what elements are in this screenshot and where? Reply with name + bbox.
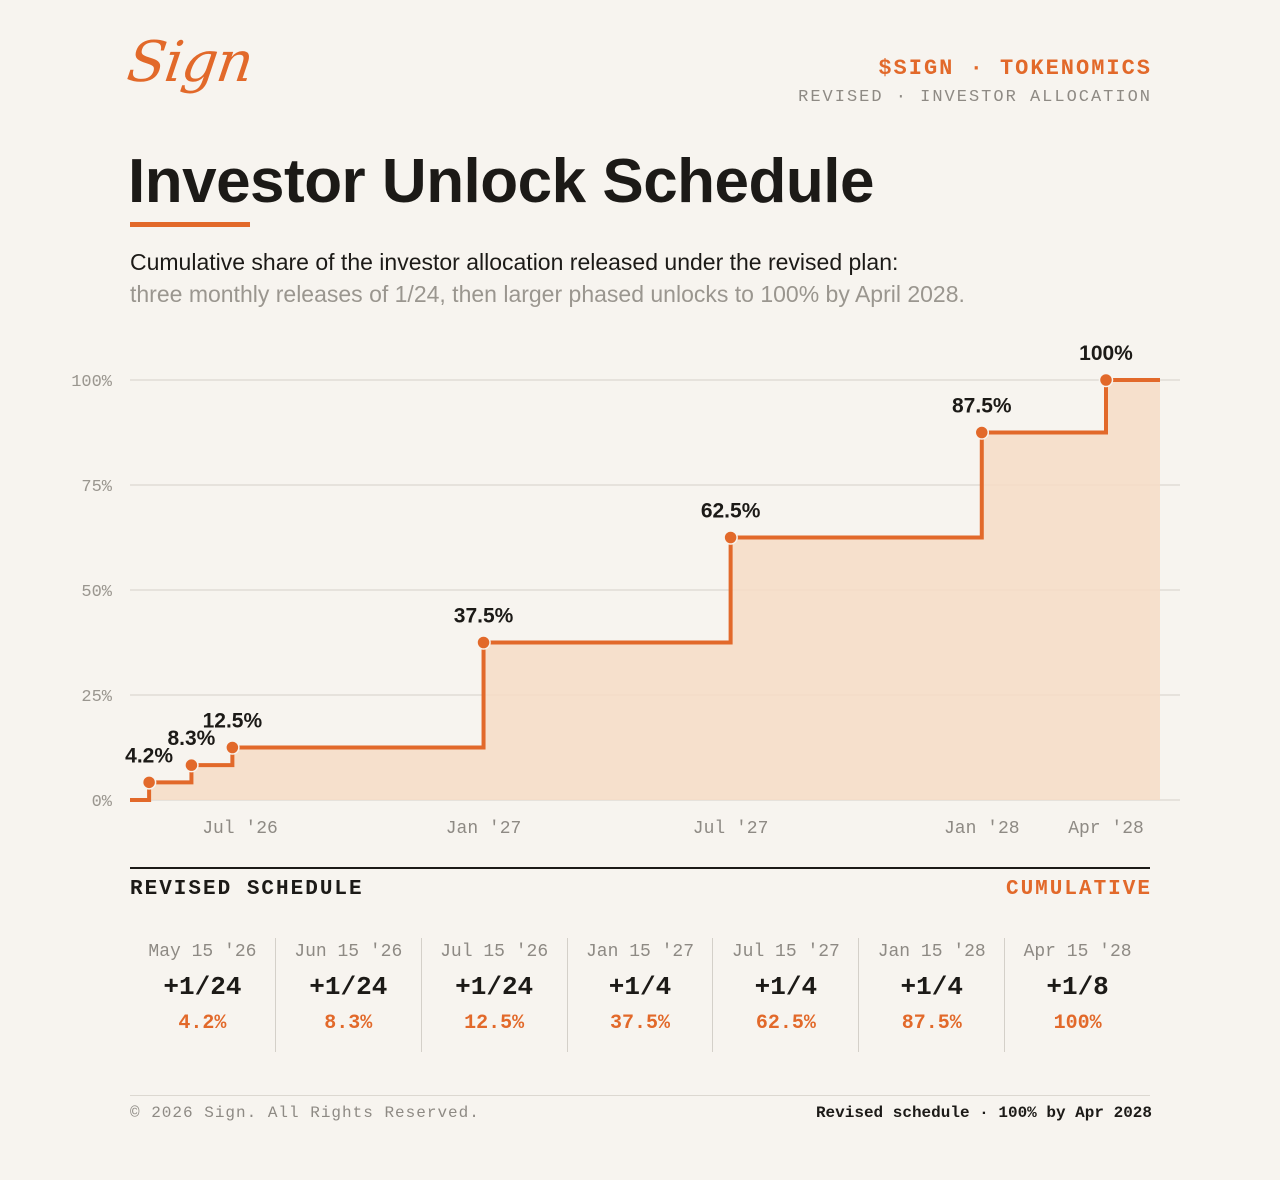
unlock-point xyxy=(225,740,240,755)
schedule-cumulative-label: CUMULATIVE xyxy=(1005,878,1152,901)
schedule-item: Jan 15 '27 +1/4 37.5% xyxy=(566,938,713,1052)
schedule-date: Jan 15 '27 xyxy=(585,942,695,962)
chart-x-axis: Jul '26 Jan '27 Jul '27 Jan '28 Apr '28 xyxy=(202,819,1144,839)
cumulative-area xyxy=(130,380,1160,800)
schedule-date: Jul 15 '27 xyxy=(731,942,840,962)
schedule-date: Jan 15 '28 xyxy=(877,942,986,962)
schedule-fraction: +1/8 xyxy=(1046,972,1109,1002)
brand-tag: $SIGN · TOKENOMICS xyxy=(878,56,1152,81)
chart-points xyxy=(141,372,1114,790)
schedule-divider xyxy=(130,867,1150,869)
unlock-data-label: 8.3% xyxy=(167,727,215,750)
unlock-point xyxy=(1098,372,1114,388)
sign-logo: Sign xyxy=(123,30,257,95)
unlock-data-label: 37.5% xyxy=(454,605,514,628)
chart-line xyxy=(130,378,1160,802)
y-tick-label: 50% xyxy=(81,583,112,602)
y-tick-label: 75% xyxy=(81,478,112,497)
schedule-fraction: +1/4 xyxy=(754,972,818,1002)
schedule-item: Jul 15 '26 +1/24 12.5% xyxy=(420,938,567,1052)
schedule-cumulative: 62.5% xyxy=(755,1012,816,1035)
x-tick-label: Jul '26 xyxy=(202,819,278,839)
x-tick-label: Jan '28 xyxy=(944,819,1020,839)
footer-divider xyxy=(130,1095,1150,1096)
unlock-point xyxy=(723,530,738,545)
unlock-point xyxy=(476,635,491,650)
schedule-cumulative: 12.5% xyxy=(464,1012,525,1035)
schedule-cumulative: 8.3% xyxy=(324,1012,373,1035)
x-tick-label: Jan '27 xyxy=(446,819,522,839)
copyright-text: © 2026 Sign. All Rights Reserved. xyxy=(130,1104,480,1122)
schedule-fraction: +1/24 xyxy=(163,972,242,1002)
schedule-fraction: +1/24 xyxy=(455,972,534,1002)
schedule-date: Jul 15 '26 xyxy=(440,942,549,962)
unlock-data-label: 62.5% xyxy=(701,500,761,523)
x-tick-label: Jul '27 xyxy=(693,819,769,839)
subtitle-line-2: three monthly releases of 1/24, then lar… xyxy=(130,281,965,307)
y-tick-label: 100% xyxy=(71,373,113,392)
brand-subtag: REVISED · INVESTOR ALLOCATION xyxy=(798,88,1152,107)
schedule-date: May 15 '26 xyxy=(148,942,257,962)
title-underline xyxy=(130,222,250,227)
y-tick-label: 0% xyxy=(92,793,113,812)
unlock-data-label: 12.5% xyxy=(203,710,263,733)
schedule-cumulative: 100% xyxy=(1053,1012,1102,1035)
schedule-item: Jun 15 '26 +1/24 8.3% xyxy=(274,938,421,1052)
schedule-fraction: +1/24 xyxy=(309,972,388,1002)
unlock-data-label: 4.2% xyxy=(125,744,173,767)
unlock-point xyxy=(184,757,199,773)
footer-summary: Revised schedule · 100% by Apr 2028 xyxy=(815,1104,1152,1122)
unlock-point xyxy=(974,425,990,440)
schedule-item: Apr 15 '28 +1/8 100% xyxy=(1004,938,1150,1052)
subtitle-line-1: Cumulative share of the investor allocat… xyxy=(130,249,899,275)
y-tick-label: 25% xyxy=(81,688,112,707)
schedule-item: Jul 15 '27 +1/4 62.5% xyxy=(712,938,858,1052)
unlock-data-label: 87.5% xyxy=(952,395,1012,418)
unlock-data-label: 100% xyxy=(1079,342,1133,365)
schedule-cumulative: 4.2% xyxy=(178,1012,227,1035)
page-subtitle: Cumulative share of the investor allocat… xyxy=(130,246,965,310)
schedule-item: May 15 '26 +1/24 4.2% xyxy=(130,938,275,1052)
chart-area xyxy=(130,380,1160,800)
schedule-cumulative: 37.5% xyxy=(610,1012,671,1035)
schedule-title: REVISED SCHEDULE xyxy=(130,878,364,901)
schedule-fraction: +1/4 xyxy=(900,972,963,1002)
unlock-chart: 0% 25% 50% 75% 100% 4.2%8.3%12.5% 37.5% 62.5% 8… xyxy=(71,342,1180,839)
unlock-point xyxy=(141,775,157,790)
chart-data-labels: 4.2%8.3%12.5% 37.5% 62.5% 87.5% 100% xyxy=(125,342,1133,767)
schedule-fraction: +1/4 xyxy=(608,972,672,1002)
schedule-table: May 15 '26 +1/24 4.2% Jun 15 '26 +1/24 8… xyxy=(130,938,1150,1052)
schedule-date: Apr 15 '28 xyxy=(1023,942,1132,962)
schedule-date: Jun 15 '26 xyxy=(294,942,403,962)
x-tick-label: Apr '28 xyxy=(1068,819,1144,839)
cumulative-step-line xyxy=(130,378,1160,802)
page-title: Investor Unlock Schedule xyxy=(128,147,875,216)
schedule-item: Jan 15 '28 +1/4 87.5% xyxy=(858,938,1004,1052)
schedule-cumulative: 87.5% xyxy=(901,1012,962,1035)
